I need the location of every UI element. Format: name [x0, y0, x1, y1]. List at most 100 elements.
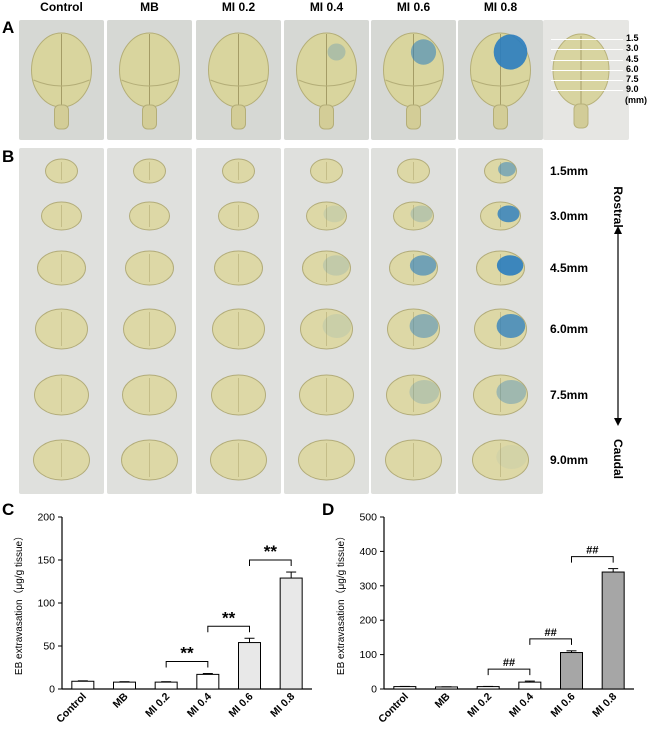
slice-column-drawing	[298, 158, 355, 481]
bar	[518, 681, 542, 690]
slice-column	[284, 148, 369, 494]
rostral-caudal-axis: Rostral Caudal	[605, 152, 631, 492]
x-tick-label: MI 0.4	[507, 691, 536, 720]
mm-unit-label: (mm)	[625, 95, 647, 105]
significance-mark: **	[180, 644, 194, 663]
slice-column-drawing	[121, 158, 178, 481]
y-tick-label: 0	[49, 684, 55, 696]
slice-depth-label: 4.5mm	[550, 261, 589, 275]
slice-column-drawing	[472, 158, 529, 481]
slice-column	[19, 148, 104, 494]
slice-depth-label: 3.0mm	[550, 209, 589, 223]
column-header: Control	[40, 0, 83, 14]
whole-brain-drawing	[296, 32, 357, 130]
slice-column	[458, 148, 543, 494]
mm-mark-label: 6.0	[626, 64, 639, 74]
panel-d-letter: D	[322, 500, 335, 519]
bar	[238, 642, 261, 690]
x-tick-label: MI 0.2	[143, 691, 172, 720]
column-header: MI 0.8	[483, 0, 518, 14]
slice-column-drawing	[33, 158, 90, 481]
column-header: MI 0.2	[221, 0, 256, 14]
mm-mark-label: 4.5	[626, 54, 639, 64]
slice-column	[371, 148, 456, 494]
slice-depth-label: 9.0mm	[550, 453, 589, 467]
bar	[154, 681, 178, 690]
x-tick-label: MI 0.6	[548, 691, 577, 720]
column-header: MB	[140, 0, 159, 14]
significance-bracket	[207, 625, 250, 633]
whole-brain-photo	[19, 20, 104, 140]
whole-brain-photo	[371, 20, 456, 140]
mm-line	[551, 49, 623, 50]
significance-bracket	[487, 668, 531, 676]
y-tick-label: 500	[359, 512, 377, 524]
significance-bracket	[165, 661, 209, 668]
bar	[113, 681, 136, 690]
significance-bracket	[571, 556, 614, 563]
y-tick-label: 400	[359, 546, 377, 558]
chart-c: 0 50 100 150 200 EB extravasation（μg/g tissue…	[13, 512, 312, 726]
x-tick-label: MI 0.2	[465, 691, 494, 720]
significance-bracket	[529, 638, 572, 645]
whole-brain-photo	[196, 20, 281, 140]
y-axis-label: EB extravasation（μg/g tissue）	[13, 531, 25, 675]
whole-brain-photo	[458, 20, 543, 140]
bar	[476, 686, 500, 690]
y-tick-label: 50	[43, 641, 55, 653]
slice-column	[196, 148, 281, 494]
column-header: MI 0.6	[396, 0, 431, 14]
slice-column-drawing	[210, 158, 267, 481]
mm-mark-label: 9.0	[626, 84, 639, 94]
significance-mark: **	[264, 542, 278, 561]
slice-column-drawing	[385, 158, 442, 481]
x-tick-label: MI 0.4	[185, 691, 214, 720]
x-tick-label: Control	[376, 691, 411, 726]
mm-line	[551, 70, 623, 71]
significance-mark: ##	[503, 657, 515, 669]
mm-line	[551, 39, 623, 40]
bar	[601, 571, 625, 690]
y-tick-label: 0	[371, 684, 377, 696]
x-tick-label: Control	[54, 691, 89, 726]
mm-mark-label: 3.0	[626, 43, 639, 53]
slice-column	[107, 148, 192, 494]
y-tick-label: 200	[359, 615, 377, 627]
bar	[393, 686, 417, 690]
y-tick-label: 100	[37, 598, 55, 610]
significance-bracket	[249, 559, 292, 567]
caudal-label: Caudal	[611, 438, 625, 479]
panel-b-letter: B	[2, 147, 15, 166]
mm-line	[551, 90, 623, 91]
bar	[279, 577, 303, 690]
y-tick-label: 100	[359, 649, 377, 661]
significance-mark: ##	[545, 627, 557, 639]
x-tick-label: MB	[433, 690, 453, 710]
mm-line	[551, 80, 623, 81]
significance-mark: ##	[586, 545, 598, 557]
bar	[560, 652, 583, 690]
panel-a-letter: A	[2, 18, 15, 37]
whole-brain-photo	[107, 20, 192, 140]
rostral-caudal-arrow	[614, 226, 622, 426]
slice-depth-label: 6.0mm	[550, 322, 589, 336]
bar	[196, 673, 220, 690]
mm-mark-label: 1.5	[626, 33, 639, 43]
bar	[71, 680, 95, 690]
significance-mark: **	[222, 608, 236, 627]
whole-brain-drawing	[383, 32, 444, 130]
whole-brain-drawing	[119, 32, 180, 130]
y-tick-label: 300	[359, 580, 377, 592]
column-header: MI 0.4	[309, 0, 344, 14]
x-tick-label: MI 0.8	[268, 691, 297, 720]
mm-line	[551, 60, 623, 61]
y-axis-label: EB extravasation（μg/g tissue）	[335, 531, 347, 675]
x-tick-label: MI 0.6	[226, 691, 255, 720]
whole-brain-photo	[284, 20, 369, 140]
y-tick-label: 200	[37, 512, 55, 524]
y-tick-label: 150	[37, 555, 55, 567]
whole-brain-drawing	[208, 32, 269, 130]
whole-brain-drawing	[31, 32, 92, 130]
x-tick-label: MI 0.8	[590, 691, 619, 720]
whole-brain-drawing	[470, 32, 531, 130]
